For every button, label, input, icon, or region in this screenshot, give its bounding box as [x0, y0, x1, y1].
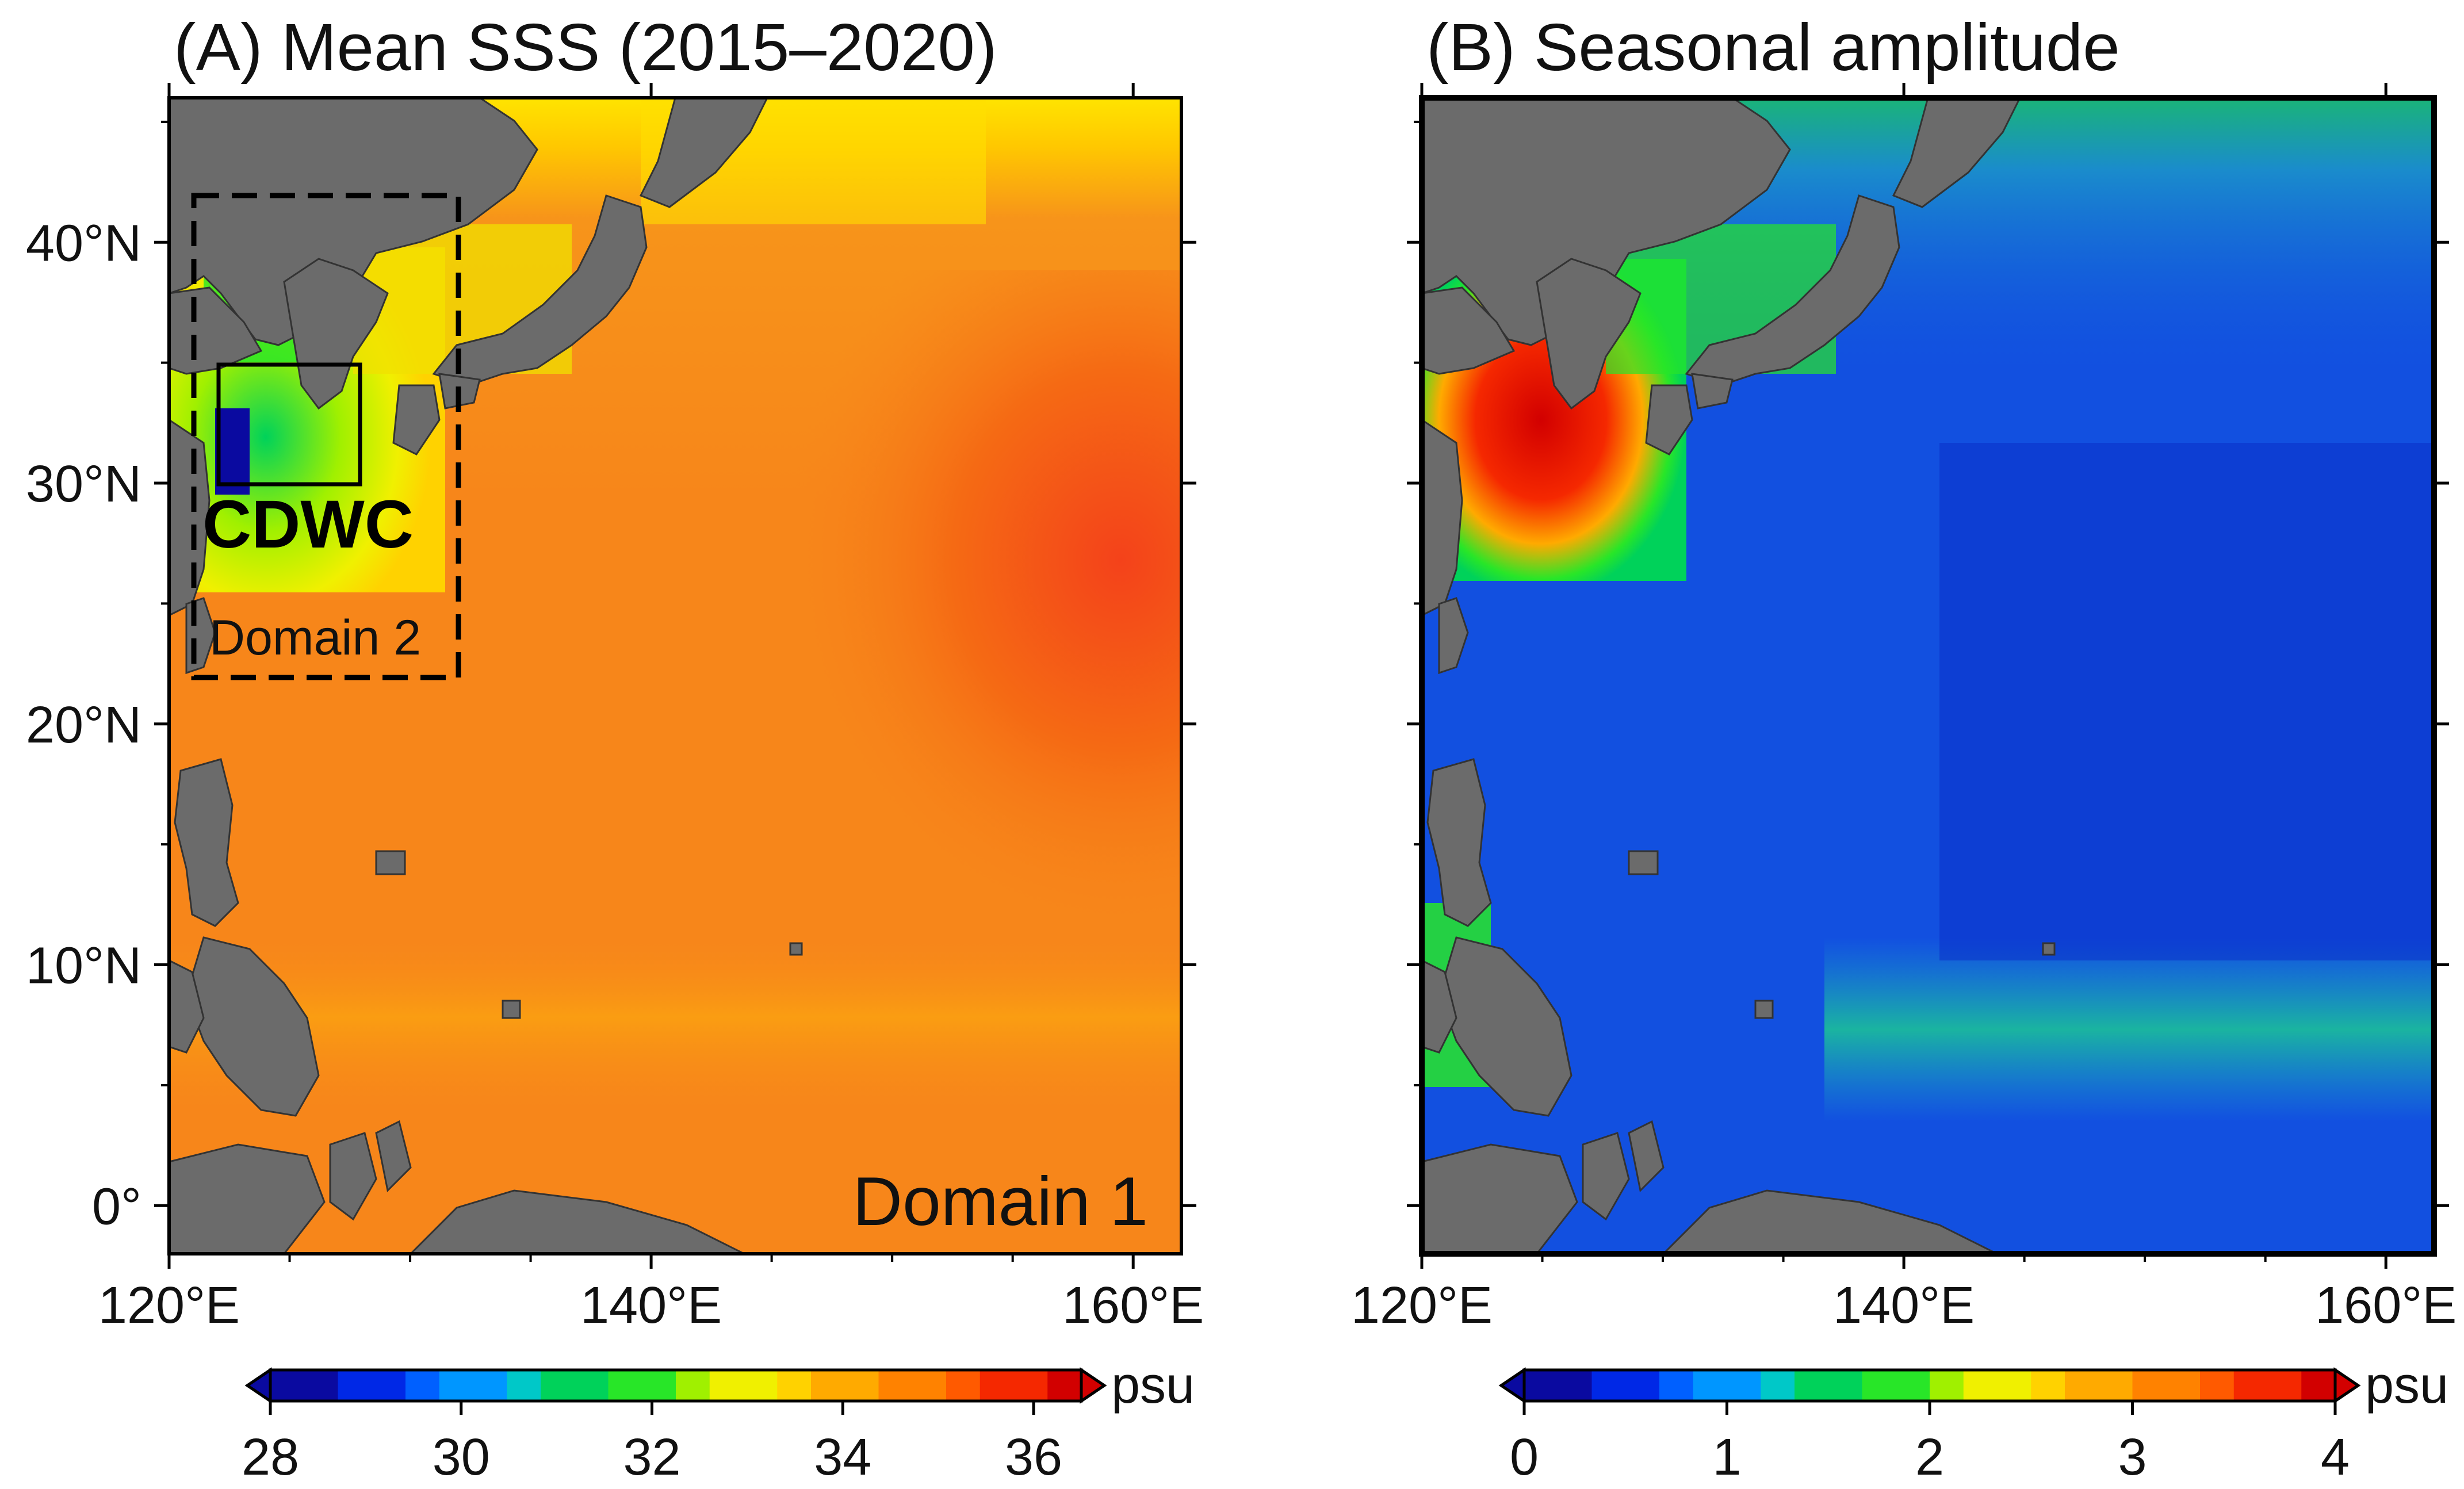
colorbar-bin [676, 1370, 710, 1401]
colorbar-bin [2065, 1370, 2099, 1401]
colorbar-unit: psu [1111, 1357, 1195, 1414]
colorbar-bin [1963, 1370, 1998, 1401]
colorbar-bin [1013, 1370, 1049, 1401]
colorbar-bin [777, 1370, 812, 1401]
colorbar-frame [269, 1368, 1083, 1403]
colorbar-bin [473, 1370, 508, 1401]
colorbar-bin [608, 1370, 643, 1401]
map-frame [1419, 95, 2437, 1257]
x-tick-label: 120°E [1351, 1277, 1493, 1334]
colorbar-high-arrow [2333, 1367, 2361, 1404]
colorbar-bin [2132, 1370, 2167, 1401]
x-tick-label: 120°E [98, 1277, 240, 1334]
colorbar-tick-label: 36 [1005, 1429, 1062, 1486]
domain2-label: Domain 2 [209, 610, 421, 665]
changjiang-plume [215, 408, 250, 495]
colorbar-tick-label: 34 [814, 1429, 871, 1486]
panel-a-title: (A) Mean SSS (2015–2020) [174, 10, 997, 85]
colorbar-tick-label: 3 [2118, 1429, 2147, 1486]
sss-equatorial-band [169, 932, 1181, 1121]
panel-a-axes: 120°E 140°E 160°E 40°N 30°N 20°N 10°N 0° [26, 83, 1204, 1334]
panel-b [1419, 95, 2437, 1257]
colorbar-bin [1659, 1370, 1694, 1401]
sss-subtropical-high [572, 270, 1181, 960]
colorbar-bin [912, 1370, 947, 1401]
amp-equatorial-band [1824, 937, 2434, 1121]
colorbar-unit: psu [2365, 1357, 2448, 1414]
colorbar-bin [304, 1370, 339, 1401]
colorbar-tick-label: 2 [1915, 1429, 1944, 1486]
colorbar-a: 28 30 32 34 36 psu [242, 1357, 1195, 1486]
colorbar-bin [1693, 1370, 1728, 1401]
colorbar-bin [2233, 1370, 2268, 1401]
colorbar-bin [642, 1370, 676, 1401]
colorbar-bin [811, 1370, 845, 1401]
colorbar-bin [1727, 1370, 1762, 1401]
colorbar-bin [2267, 1370, 2302, 1401]
colorbar-bin [372, 1370, 406, 1401]
colorbar-bin [1625, 1370, 1660, 1401]
x-tick-label: 160°E [1062, 1277, 1204, 1334]
colorbar-bin [2200, 1370, 2235, 1401]
panel-a: CDWC Domain 2 Domain 1 [167, 96, 1183, 1255]
colorbar-bin [1558, 1370, 1593, 1401]
panel-b-title: (B) Seasonal amplitude [1426, 10, 2120, 85]
colorbar-bin [1047, 1370, 1082, 1401]
colorbar-bin [2031, 1370, 2065, 1401]
colorbar-low-arrow [244, 1367, 272, 1404]
colorbar-bin [2098, 1370, 2133, 1401]
colorbar-bin [946, 1370, 981, 1401]
colorbar-bin [1997, 1370, 2032, 1401]
colorbar-bin [1828, 1370, 1863, 1401]
y-tick-label: 10°N [26, 937, 141, 995]
map-frame [167, 96, 1183, 1255]
colorbar-tick-label: 4 [2321, 1429, 2350, 1486]
colorbar-b: 0 1 2 3 4 psu [1498, 1357, 2448, 1486]
colorbar-bin [1591, 1370, 1627, 1401]
x-tick-label: 140°E [580, 1277, 722, 1334]
y-tick-label: 20°N [26, 696, 141, 754]
colorbar-low-arrow [1498, 1367, 1526, 1404]
colorbar-bin [405, 1370, 440, 1401]
colorbar-bin [980, 1370, 1015, 1401]
y-tick-label: 40°N [26, 215, 141, 272]
colorbar-bin [439, 1370, 474, 1401]
colorbar-bin [1862, 1370, 1897, 1401]
colorbar-bin [1930, 1370, 1964, 1401]
cdwc-box [216, 362, 362, 487]
colorbar-bin [709, 1370, 744, 1401]
domain2-box [191, 193, 461, 680]
colorbar-bin [1896, 1370, 1930, 1401]
colorbar-bin [1524, 1370, 1559, 1401]
colorbar-bin [1761, 1370, 1795, 1401]
colorbar-bin [574, 1370, 609, 1401]
colorbar-tick-label: 0 [1510, 1429, 1539, 1486]
colorbar-bin [2166, 1370, 2201, 1401]
colorbar-bin [338, 1370, 373, 1401]
colorbar-bin [2301, 1370, 2336, 1401]
colorbar-bin [743, 1370, 778, 1401]
cdwc-label: CDWC [202, 487, 414, 562]
colorbar-tick-label: 28 [242, 1429, 299, 1486]
colorbar-bin [1795, 1370, 1829, 1401]
domain1-label: Domain 1 [852, 1163, 1148, 1240]
colorbar-tick-label: 30 [433, 1429, 490, 1486]
colorbar-bin [844, 1370, 879, 1401]
colorbar-bin [541, 1370, 575, 1401]
amp-east-low [1939, 443, 2434, 960]
colorbar-bin [270, 1370, 305, 1401]
colorbar-high-arrow [1080, 1367, 1107, 1404]
colorbar-bin [878, 1370, 913, 1401]
y-tick-label: 0° [92, 1178, 141, 1235]
colorbar-bin [507, 1370, 541, 1401]
x-tick-label: 140°E [1833, 1277, 1975, 1334]
colorbar-tick-label: 32 [623, 1429, 680, 1486]
y-tick-label: 30°N [26, 455, 141, 513]
panel-b-axes: 120°E 140°E 160°E [1351, 83, 2457, 1334]
colorbar-tick-label: 1 [1712, 1429, 1741, 1486]
x-tick-label: 160°E [2315, 1277, 2457, 1334]
